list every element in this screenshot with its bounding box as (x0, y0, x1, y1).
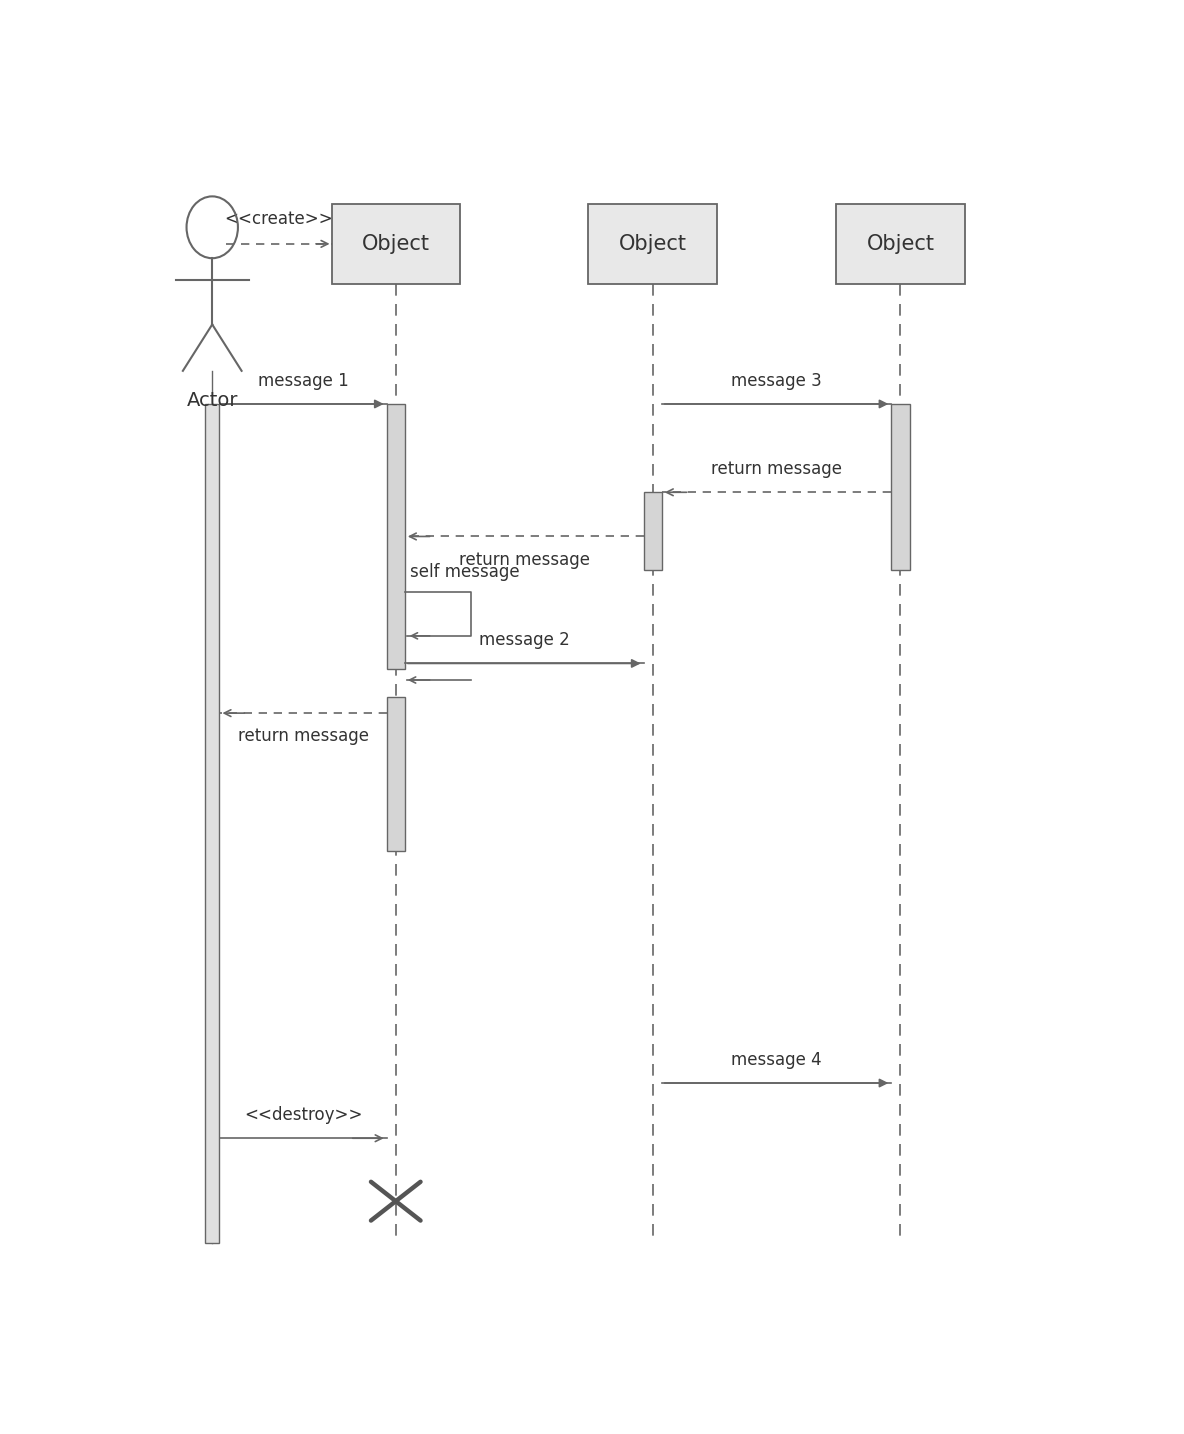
Text: <<destroy>>: <<destroy>> (245, 1106, 363, 1124)
Bar (644, 492, 662, 569)
Text: return message: return message (458, 551, 590, 569)
Text: Object: Object (362, 234, 430, 254)
Bar (588, 204, 718, 284)
Text: message 3: message 3 (732, 371, 822, 390)
Text: Object: Object (867, 234, 934, 254)
Text: message 1: message 1 (258, 371, 348, 390)
Text: return message: return message (712, 460, 842, 478)
Text: self message: self message (411, 562, 520, 581)
Text: Actor: Actor (187, 390, 238, 410)
Bar (892, 404, 909, 569)
Bar (386, 697, 405, 852)
Bar (205, 404, 219, 1243)
Text: message 4: message 4 (732, 1051, 822, 1068)
Text: return message: return message (238, 727, 368, 746)
Bar (332, 204, 461, 284)
Text: message 2: message 2 (478, 631, 570, 650)
Text: <<create>>: <<create>> (225, 211, 333, 228)
Text: Object: Object (619, 234, 687, 254)
Bar (836, 204, 965, 284)
Bar (386, 404, 405, 668)
